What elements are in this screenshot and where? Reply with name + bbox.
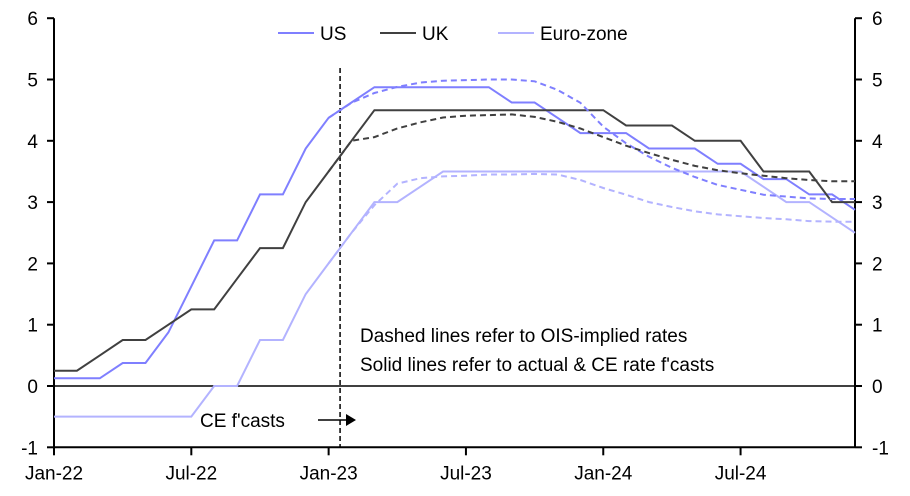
y-tick-label-left: 3 [27, 193, 38, 214]
y-tick-label-right: -1 [872, 438, 889, 459]
x-tick-label: Jul-24 [715, 463, 767, 484]
legend-label: UK [422, 24, 449, 45]
y-tick-label-right: 2 [872, 254, 883, 275]
legend: US UK Euro-zone [278, 24, 628, 45]
note-line-2: Solid lines refer to actual & CE rate f'… [360, 355, 714, 376]
forecast-label: CE f'casts [200, 411, 285, 432]
y-tick-label-right: 0 [872, 377, 883, 398]
y-tick-label-right: 6 [872, 9, 883, 30]
note-line-1: Dashed lines refer to OIS-implied rates [360, 326, 687, 347]
y-tick-label-right: 1 [872, 316, 883, 337]
ois-3-dashed-line [328, 78, 855, 200]
uk-solid-line [54, 109, 855, 372]
y-tick-label-left: -1 [21, 438, 38, 459]
y-tick-label-left: 4 [27, 132, 38, 153]
legend-label: US [320, 24, 346, 45]
ois-5-dashed-line [327, 172, 855, 264]
y-tick-label-left: 1 [27, 316, 38, 337]
x-tick-label: Jan-24 [574, 463, 633, 484]
y-tick-label-right: 5 [872, 71, 883, 92]
x-tick-label: Jul-23 [440, 463, 492, 484]
x-tick-label: Jan-23 [300, 463, 358, 484]
forecast-arrow-icon [346, 414, 356, 426]
euro-zone-solid-line [54, 170, 856, 418]
x-tick-label: Jan-22 [25, 463, 83, 484]
x-tick-label: Jul-22 [165, 463, 217, 484]
y-tick-label-left: 5 [27, 71, 38, 92]
ois-4-dashed-line [327, 113, 855, 183]
us-solid-line [54, 86, 856, 380]
legend-label: Euro-zone [540, 24, 628, 45]
y-tick-label-right: 4 [872, 132, 883, 153]
y-tick-label-left: 0 [27, 377, 38, 398]
y-tick-label-left: 2 [27, 254, 38, 275]
y-tick-label-right: 3 [872, 193, 883, 214]
y-tick-label-left: 6 [27, 9, 38, 30]
